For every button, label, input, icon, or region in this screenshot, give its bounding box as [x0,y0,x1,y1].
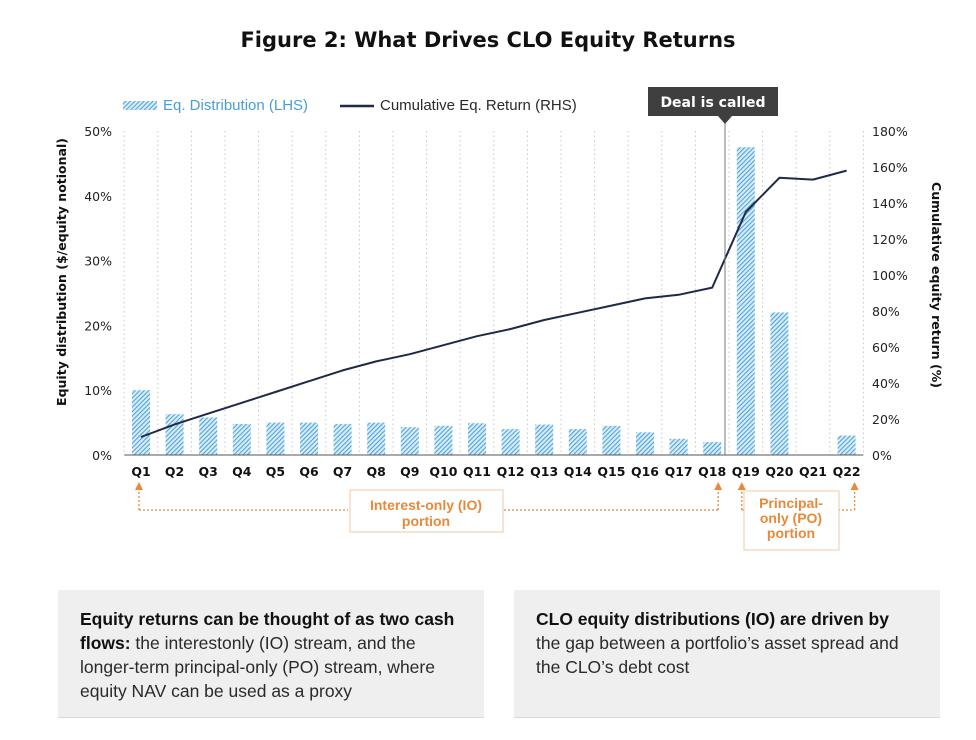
x-tick-label: Q9 [400,464,419,479]
axes: Q1 Q2 Q3 Q4 Q5 Q6 Q7 Q8 Q9 Q10 Q11 Q12 Q13 Q14 Q15 Q16 Q… [54,124,944,479]
line-series [140,169,847,438]
y-tick-label: 50% [84,124,112,139]
bar-q11 [468,423,486,455]
bar-q3 [199,417,218,455]
y-tick-label: 20% [84,318,112,333]
x-tick-label: Q17 [665,464,693,479]
bar-q6 [300,422,318,455]
note-left: Equity returns can be thought of as two … [58,590,484,718]
arrow-head [737,482,746,490]
y-axis-title: Equity distribution ($/equity notional) [54,138,69,406]
x-tick-label: Q10 [429,464,457,479]
x-tick-label: Q3 [199,464,218,479]
bar-q10 [434,425,453,455]
y-tick-label: 10% [84,383,112,398]
bar-q2 [165,414,184,455]
bar-series [132,147,856,455]
note-right: CLO equity distributions (IO) are driven… [514,590,940,718]
x-tick-label: Q21 [799,464,827,479]
cumulative-return-line [140,169,847,438]
bar-q17 [669,438,688,455]
y2-axis-title: Cumulative equity return (%) [929,182,944,388]
x-tick-label: Q7 [333,464,352,479]
y2-tick-label: 0% [872,448,892,463]
po-label-text: portion [767,525,815,541]
legend-line-label: Cumulative Eq. Return (RHS) [380,97,577,114]
x-tick-label: Q18 [698,464,726,479]
x-tick-label: Q4 [232,464,252,479]
x-tick-label: Q11 [463,464,491,479]
y2-tick-label: 100% [872,268,908,283]
x-tick-label: Q20 [765,464,793,479]
bar-q12 [501,429,520,455]
x-tick-label: Q1 [131,464,150,479]
chart: Q1 Q2 Q3 Q4 Q5 Q6 Q7 Q8 Q9 Q10 Q11 Q12 Q13 Q14 Q15 Q16 Q… [54,87,944,551]
legend-bar-swatch [123,101,157,110]
y2-tick-label: 140% [872,196,908,211]
callout-label: Deal is called [660,95,765,111]
bar-q1 [132,390,150,455]
bar-q8 [367,422,386,455]
y2-tick-label: 120% [872,232,908,247]
bar-q9 [400,427,419,455]
arrow-head [850,482,859,490]
x-tick-label: Q14 [564,464,592,479]
legend: Eq. Distribution (LHS) Cumulative Eq. Ret… [123,97,577,114]
x-tick-label: Q16 [631,464,659,479]
bar-q22 [837,435,856,455]
note-left-text: the interestonly (IO) stream, and the lo… [80,633,435,701]
io-label-box [349,489,504,533]
po-label-box [743,490,840,551]
legend-bar-label: Eq. Distribution (LHS) [163,97,308,114]
bar-q18 [703,442,722,455]
y2-tick-label: 40% [872,376,900,391]
callout-box [648,87,778,116]
x-tick-label: Q6 [299,464,319,479]
po-label-text: Principal- [759,495,823,511]
x-tick-label: Q12 [497,464,525,479]
x-tick-label: Q22 [833,464,861,479]
note-left-bold: Equity returns can be thought of as two … [80,609,455,653]
arrow-head [714,482,723,490]
io-label-text: portion [402,513,450,529]
y2-tick-label: 60% [872,340,900,355]
bar-q4 [232,423,251,455]
x-tick-label: Q2 [165,464,184,479]
arrow-head [135,482,143,490]
y2-tick-label: 160% [872,160,908,175]
po-label-text: only (PO) [760,510,822,526]
x-tick-label: Q13 [530,464,558,479]
note-right-bold: CLO equity distributions (IO) are driven… [536,609,889,629]
callout-pointer [718,116,732,124]
bar-q16 [636,432,654,455]
bar-q13 [535,424,554,455]
x-tick-label: Q15 [597,464,625,479]
bar-q14 [568,429,587,455]
y-tick-label: 0% [92,448,112,463]
x-tick-label: Q8 [367,464,386,479]
note-right-text: the gap between a portfolio’s asset spre… [536,633,899,677]
y2-tick-label: 180% [872,124,908,139]
y-tick-label: 40% [84,189,112,204]
x-tick-label: Q19 [732,464,760,479]
y2-tick-label: 20% [872,412,900,427]
io-label-text: Interest-only (IO) [370,497,482,513]
page-title: Figure 2: What Drives CLO Equity Returns [240,28,736,52]
y-tick-label: 30% [84,254,112,269]
gridlines [123,131,864,455]
bar-q5 [266,422,285,455]
bar-q20 [770,312,789,455]
bar-q15 [602,425,621,455]
x-tick-label: Q5 [266,464,285,479]
y2-tick-label: 80% [872,304,900,319]
bar-q7 [333,423,352,455]
bar-q19 [736,147,755,455]
